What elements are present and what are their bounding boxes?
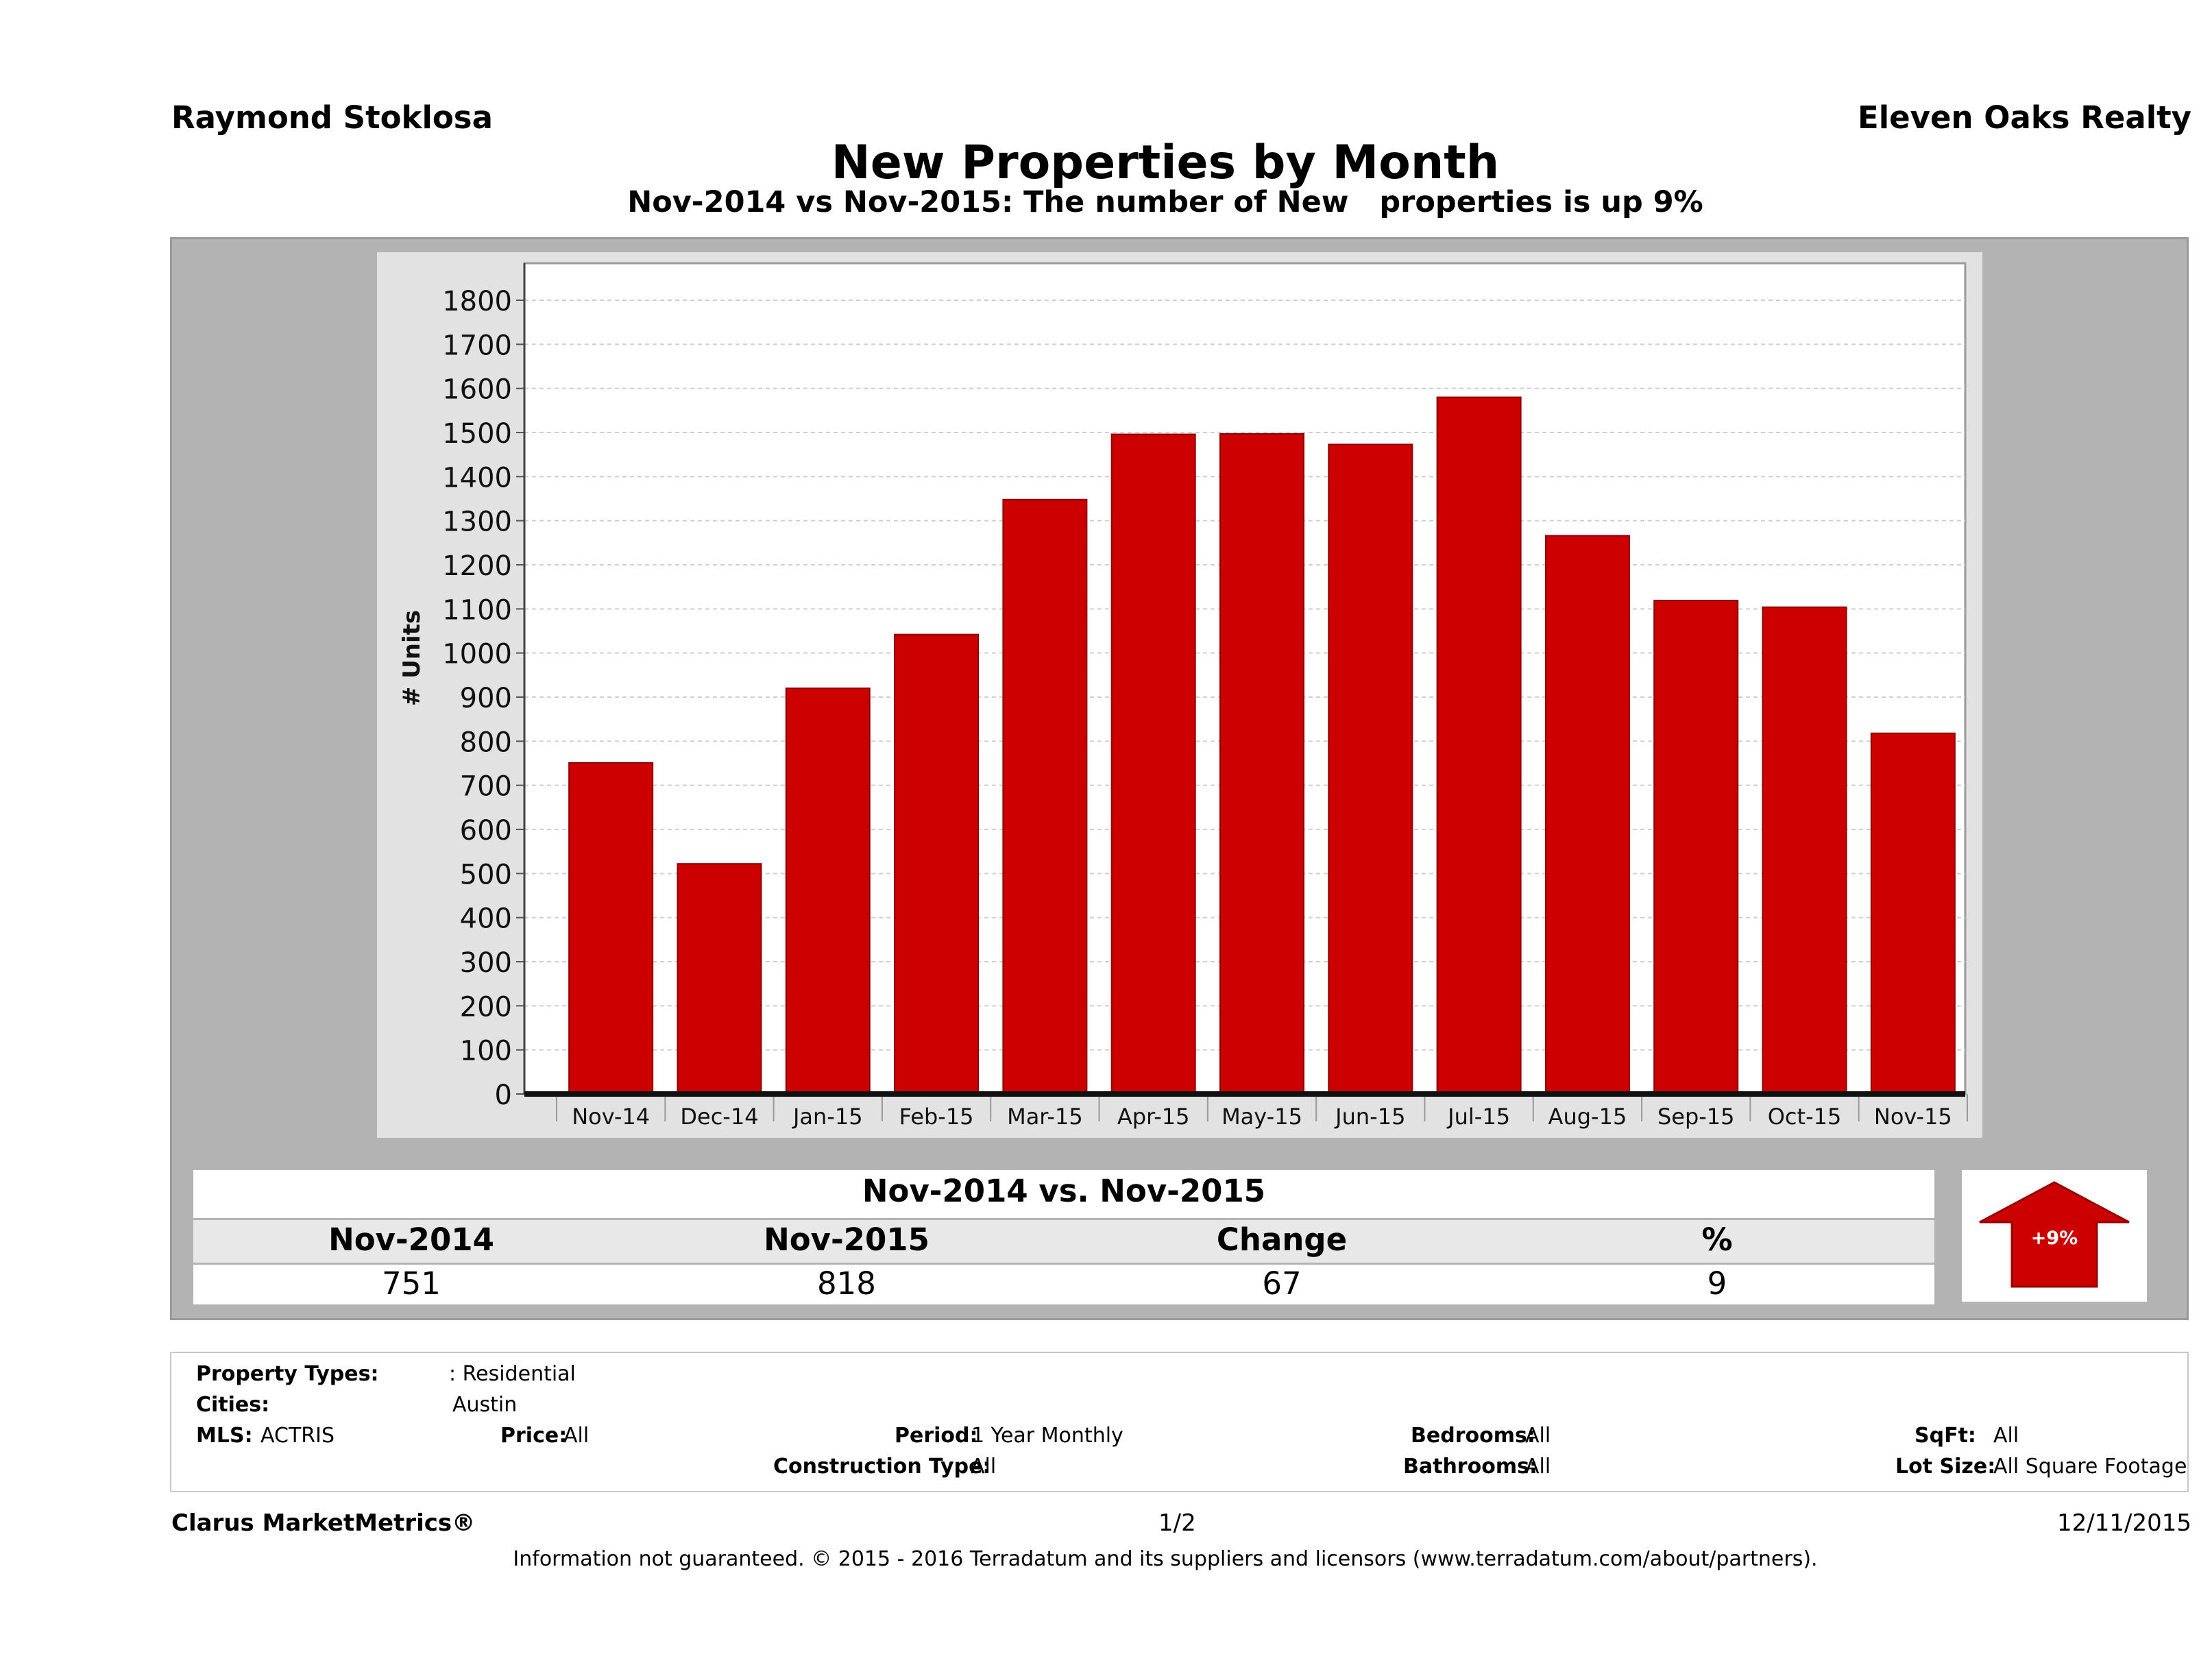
y-tick-label: 1700 <box>442 330 512 361</box>
summary-header-curr: Nov-2015 <box>764 1221 929 1258</box>
y-tick-label: 800 <box>460 727 512 758</box>
bar <box>785 688 871 1095</box>
summary-value-change: 67 <box>1262 1265 1302 1302</box>
mls-value: ACTRIS <box>260 1424 335 1448</box>
y-tick-label: 200 <box>460 991 512 1023</box>
bar <box>1653 600 1739 1095</box>
sqft-value: All <box>1993 1424 2019 1448</box>
bathrooms-label: Bathrooms: <box>1403 1455 1538 1479</box>
lot-size-label: Lot Size: <box>1895 1455 1996 1479</box>
brokerage-name: Eleven Oaks Realty <box>1857 99 2191 136</box>
construction-type-value: All <box>971 1455 997 1479</box>
price-label: Price: <box>500 1424 568 1448</box>
sqft-label: SqFt: <box>1915 1424 1976 1448</box>
lot-size-value: All Square Footage <box>1993 1455 2187 1479</box>
y-tick-label: 1600 <box>442 374 512 406</box>
agent-name: Raymond Stoklosa <box>171 99 493 136</box>
page-number: 1/2 <box>1158 1509 1196 1537</box>
y-tick-label: 600 <box>460 815 512 847</box>
summary-title: Nov-2014 vs. Nov-2015 <box>862 1173 1266 1209</box>
bar <box>568 762 654 1095</box>
property-types-label: Property Types: <box>196 1362 379 1386</box>
price-value: All <box>563 1424 590 1448</box>
mls-label: MLS: <box>196 1424 253 1448</box>
y-tick-label: 300 <box>460 947 512 979</box>
up-arrow-icon: +9% <box>1979 1181 2130 1288</box>
bar <box>1002 498 1088 1095</box>
change-badge: +9% <box>2031 1228 2078 1249</box>
footer-brand: Clarus MarketMetrics® <box>171 1509 476 1537</box>
y-axis-label: # Units <box>398 610 426 706</box>
bar <box>1110 433 1196 1095</box>
y-tick-label: 1300 <box>442 507 512 538</box>
y-tick-label: 1100 <box>442 594 512 626</box>
y-tick-label: 900 <box>460 683 512 714</box>
bar <box>1328 443 1413 1095</box>
y-tick-label: 500 <box>460 859 512 890</box>
bar <box>1436 396 1522 1095</box>
y-tick-label: 1500 <box>442 418 512 450</box>
x-tick-label: Nov-15 <box>1874 1104 1952 1130</box>
report-date: 12/11/2015 <box>2057 1509 2191 1537</box>
x-tick-label: Jan-15 <box>792 1104 863 1130</box>
x-tick-label: Aug-15 <box>1548 1104 1627 1130</box>
summary-title-bar <box>193 1170 1934 1218</box>
summary-header-row <box>193 1220 1934 1263</box>
summary-header-change: Change <box>1216 1221 1348 1258</box>
period-label: Period: <box>895 1424 978 1448</box>
cities-value: Austin <box>452 1393 518 1417</box>
property-types-value: : Residential <box>449 1362 576 1386</box>
summary-value-row <box>193 1265 1934 1304</box>
summary-value-prev: 751 <box>382 1265 441 1302</box>
summary-value-curr: 818 <box>817 1265 876 1302</box>
cities-label: Cities: <box>196 1393 270 1417</box>
y-tick-label: 400 <box>460 903 512 935</box>
bedrooms-value: All <box>1525 1424 1551 1448</box>
bar <box>1544 535 1630 1095</box>
x-tick-label: Sep-15 <box>1657 1104 1735 1130</box>
y-tick-label: 0 <box>495 1080 512 1111</box>
x-tick-label: Feb-15 <box>899 1104 974 1130</box>
x-tick-label: Dec-14 <box>680 1104 758 1130</box>
y-tick-label: 1400 <box>442 462 512 494</box>
bar <box>1870 732 1956 1095</box>
bedrooms-label: Bedrooms: <box>1411 1424 1535 1448</box>
bar-chart: 0 100 200 300 400 500 600 700 800 900 1000 1100 1200… <box>398 262 1968 1130</box>
x-tick-label: Apr-15 <box>1117 1104 1190 1130</box>
report-subtitle: Nov-2014 vs Nov-2015: The number of New … <box>627 185 1703 219</box>
bar <box>894 633 980 1095</box>
summary-header-percent: % <box>1701 1221 1733 1258</box>
x-tick-label: Mar-15 <box>1007 1104 1083 1130</box>
bar <box>1219 433 1304 1095</box>
bathrooms-value: All <box>1525 1455 1551 1479</box>
x-tick-label: Oct-15 <box>1768 1104 1842 1130</box>
y-tick-label: 700 <box>460 771 512 803</box>
y-tick-label: 1000 <box>442 639 512 670</box>
x-tick-label: Jun-15 <box>1334 1104 1405 1130</box>
x-tick-label: Nov-14 <box>572 1104 650 1130</box>
construction-type-label: Construction Type: <box>773 1455 991 1479</box>
x-tick-label: May-15 <box>1222 1104 1302 1130</box>
y-tick-label: 1200 <box>442 550 512 582</box>
y-tick-label: 1800 <box>442 286 512 317</box>
report-title: New Properties by Month <box>831 136 1500 190</box>
bar <box>1762 606 1847 1095</box>
change-indicator: +9% <box>1962 1170 2147 1302</box>
y-tick-label: 100 <box>460 1036 512 1067</box>
period-value: 1 Year Monthly <box>971 1424 1123 1448</box>
filter-panel <box>170 1352 2189 1492</box>
bar <box>677 863 762 1095</box>
summary-header-prev: Nov-2014 <box>328 1221 494 1258</box>
summary-value-percent: 9 <box>1707 1265 1727 1302</box>
disclaimer: Information not guaranteed. © 2015 - 201… <box>513 1547 1818 1571</box>
x-tick-label: Jul-15 <box>1446 1104 1510 1130</box>
